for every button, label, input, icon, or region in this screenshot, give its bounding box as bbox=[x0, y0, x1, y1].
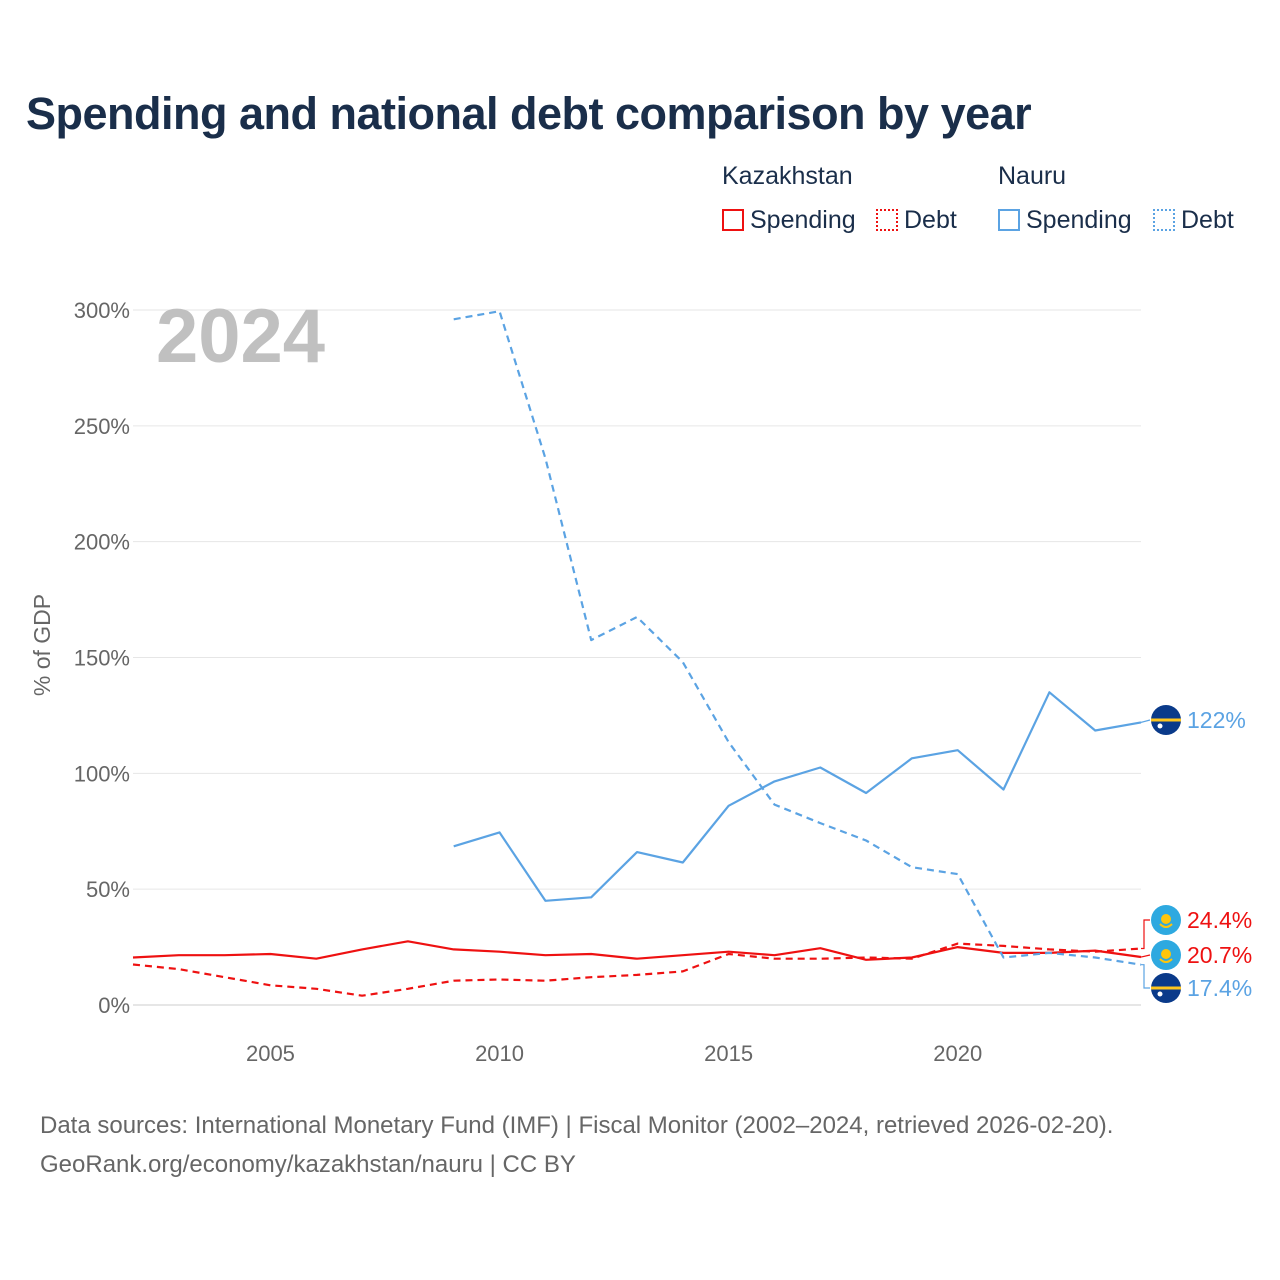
series-line-nauru-spending bbox=[453, 691, 1142, 902]
x-tick-label: 2020 bbox=[933, 1041, 982, 1066]
year-watermark: 2024 bbox=[156, 294, 325, 379]
nauru-flag-star bbox=[1157, 991, 1163, 997]
legend-label: Spending bbox=[750, 205, 856, 234]
chart-title: Spending and national debt comparison by… bbox=[26, 88, 1032, 139]
x-tick-label: 2005 bbox=[246, 1041, 295, 1066]
line-chart: 2024 0%50%100%150%200%250%300% 2005 2010 2… bbox=[29, 294, 1252, 1066]
leader-line bbox=[1140, 954, 1151, 958]
kazakhstan-flag-eagle bbox=[1159, 958, 1173, 963]
x-tick-label: 2010 bbox=[475, 1041, 524, 1066]
end-value-label: 122% bbox=[1187, 707, 1246, 733]
source-line-1: Data sources: International Monetary Fun… bbox=[40, 1112, 1114, 1139]
end-value-label: 20.7% bbox=[1187, 942, 1252, 968]
leader-line bbox=[1140, 719, 1151, 723]
legend-nauru-debt[interactable]: Debt bbox=[1153, 205, 1234, 235]
legend-label: Debt bbox=[1181, 205, 1234, 234]
series-line-kazakhstan-spending bbox=[132, 940, 1142, 961]
legend-swatch-dotted-icon bbox=[1153, 209, 1175, 231]
nauru-flag-stripe bbox=[1151, 718, 1181, 722]
end-value-label: 17.4% bbox=[1187, 975, 1252, 1001]
y-tick-label: 200% bbox=[74, 530, 130, 555]
legend-swatch-solid-icon bbox=[998, 209, 1020, 231]
legend-label: Debt bbox=[904, 205, 957, 234]
y-tick-label: 250% bbox=[74, 414, 130, 439]
y-tick-label: 50% bbox=[86, 877, 130, 902]
gridlines bbox=[133, 309, 1141, 890]
series-line-nauru-debt bbox=[453, 310, 1142, 966]
legend-kazakhstan-debt[interactable]: Debt bbox=[876, 205, 957, 235]
y-tick-label: 100% bbox=[74, 761, 130, 786]
end-labels: 122% 24.4% 20.7% 17.4% bbox=[1140, 705, 1252, 1003]
nauru-flag-star bbox=[1157, 723, 1163, 729]
series-line-kazakhstan-debt bbox=[132, 942, 1142, 997]
legend-group-nauru-title: Nauru bbox=[998, 162, 1067, 190]
leader-line bbox=[1141, 919, 1150, 950]
nauru-flag-stripe bbox=[1151, 986, 1181, 990]
y-tick-label: 150% bbox=[74, 646, 130, 671]
legend-swatch-dotted-icon bbox=[876, 209, 898, 231]
end-value-label: 24.4% bbox=[1187, 907, 1252, 933]
leader-line bbox=[1141, 964, 1150, 989]
y-tick-label: 300% bbox=[74, 298, 130, 323]
x-axis-ticks: 2005 2010 2015 2020 bbox=[246, 1041, 982, 1066]
source-link[interactable]: GeoRank.org/economy/kazakhstan/nauru | C… bbox=[40, 1151, 576, 1178]
x-tick-label: 2015 bbox=[704, 1041, 753, 1066]
kazakhstan-flag-sun bbox=[1161, 914, 1171, 924]
legend-nauru-spending[interactable]: Spending bbox=[998, 205, 1132, 235]
legend-kazakhstan-spending[interactable]: Spending bbox=[722, 205, 856, 235]
legend-swatch-solid-icon bbox=[722, 209, 744, 231]
y-axis-ticks: 0% 50% 100% 150% 200% 250% 300% bbox=[74, 298, 130, 1018]
kazakhstan-flag-sun bbox=[1161, 949, 1171, 959]
legend-group-kazakhstan-title: Kazakhstan bbox=[722, 162, 853, 190]
legend-label: Spending bbox=[1026, 205, 1132, 234]
y-tick-label: 0% bbox=[98, 993, 130, 1018]
kazakhstan-flag-eagle bbox=[1159, 923, 1173, 928]
series-lines bbox=[132, 310, 1142, 997]
y-axis-label: % of GDP bbox=[29, 594, 55, 696]
source-note: Data sources: International Monetary Fun… bbox=[40, 1106, 1113, 1184]
